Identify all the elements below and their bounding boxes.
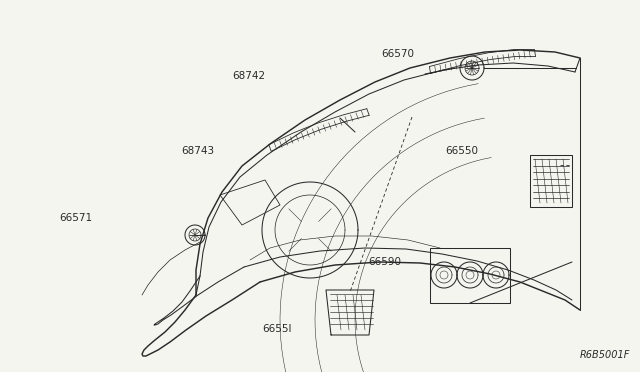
Text: 6655l: 6655l <box>262 324 292 334</box>
Bar <box>530 155 572 207</box>
Text: R6B5001F: R6B5001F <box>580 350 630 360</box>
Text: 66571: 66571 <box>60 213 93 222</box>
Text: 66550: 66550 <box>445 146 478 155</box>
Text: 68742: 68742 <box>232 71 266 81</box>
Text: 66590: 66590 <box>368 257 401 267</box>
Bar <box>430 248 510 303</box>
Text: 68743: 68743 <box>181 146 214 155</box>
Text: 66570: 66570 <box>381 49 414 59</box>
